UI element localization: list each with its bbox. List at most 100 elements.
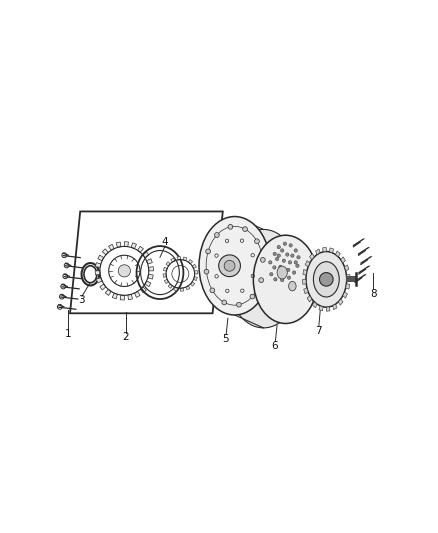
Polygon shape xyxy=(148,274,153,279)
Polygon shape xyxy=(315,249,320,255)
Polygon shape xyxy=(303,270,307,275)
Polygon shape xyxy=(112,293,117,299)
Text: 1: 1 xyxy=(64,329,71,340)
Polygon shape xyxy=(346,274,350,279)
Circle shape xyxy=(294,249,297,252)
Polygon shape xyxy=(343,292,347,298)
Text: 3: 3 xyxy=(78,295,85,305)
Circle shape xyxy=(268,261,272,264)
Polygon shape xyxy=(177,256,180,260)
Polygon shape xyxy=(323,247,326,252)
Circle shape xyxy=(273,266,276,269)
Polygon shape xyxy=(326,307,330,311)
Circle shape xyxy=(204,269,209,274)
Polygon shape xyxy=(163,267,167,271)
Polygon shape xyxy=(329,248,334,253)
Circle shape xyxy=(283,242,286,245)
Polygon shape xyxy=(338,299,343,305)
Polygon shape xyxy=(183,257,187,261)
Polygon shape xyxy=(134,292,140,297)
Polygon shape xyxy=(140,287,146,293)
Polygon shape xyxy=(332,304,337,310)
Polygon shape xyxy=(344,265,349,271)
Ellipse shape xyxy=(306,252,347,307)
Polygon shape xyxy=(192,264,196,269)
Circle shape xyxy=(261,257,265,262)
Polygon shape xyxy=(194,271,198,274)
Circle shape xyxy=(270,272,273,276)
Circle shape xyxy=(210,288,215,293)
Circle shape xyxy=(243,227,247,231)
Circle shape xyxy=(228,224,233,229)
Polygon shape xyxy=(124,241,128,247)
Polygon shape xyxy=(168,284,173,288)
Polygon shape xyxy=(163,274,166,277)
Polygon shape xyxy=(102,249,108,255)
Text: 5: 5 xyxy=(223,334,229,344)
Ellipse shape xyxy=(314,262,339,297)
Circle shape xyxy=(291,254,294,257)
Text: 4: 4 xyxy=(162,237,168,247)
Polygon shape xyxy=(303,279,306,284)
Ellipse shape xyxy=(253,235,318,324)
Polygon shape xyxy=(166,262,170,266)
Circle shape xyxy=(289,244,292,247)
Circle shape xyxy=(224,260,235,271)
Polygon shape xyxy=(310,254,314,260)
Circle shape xyxy=(237,302,241,307)
Circle shape xyxy=(259,278,264,282)
Polygon shape xyxy=(319,306,323,311)
Polygon shape xyxy=(312,302,317,308)
Polygon shape xyxy=(143,252,149,257)
Text: 6: 6 xyxy=(272,341,279,351)
Circle shape xyxy=(294,261,297,264)
Polygon shape xyxy=(346,284,350,289)
Polygon shape xyxy=(120,295,124,300)
Polygon shape xyxy=(131,243,137,248)
Polygon shape xyxy=(336,251,340,257)
Circle shape xyxy=(277,254,280,257)
Circle shape xyxy=(296,264,299,268)
Polygon shape xyxy=(164,279,169,284)
Ellipse shape xyxy=(289,281,296,291)
Polygon shape xyxy=(95,263,101,268)
Circle shape xyxy=(273,252,276,256)
Circle shape xyxy=(250,294,255,299)
Circle shape xyxy=(219,255,240,277)
Polygon shape xyxy=(145,281,151,287)
Polygon shape xyxy=(304,288,308,294)
Polygon shape xyxy=(109,244,114,251)
Ellipse shape xyxy=(277,266,287,279)
Circle shape xyxy=(277,245,280,249)
Text: 7: 7 xyxy=(315,326,322,336)
Circle shape xyxy=(320,272,333,286)
Polygon shape xyxy=(188,260,193,264)
Polygon shape xyxy=(105,289,111,295)
Circle shape xyxy=(118,265,131,277)
Circle shape xyxy=(287,276,291,279)
Ellipse shape xyxy=(228,229,299,328)
Ellipse shape xyxy=(199,216,270,315)
Circle shape xyxy=(280,278,284,282)
Circle shape xyxy=(280,249,284,252)
Polygon shape xyxy=(100,284,106,290)
Polygon shape xyxy=(186,286,190,290)
Polygon shape xyxy=(138,246,144,253)
Polygon shape xyxy=(171,258,175,262)
Polygon shape xyxy=(95,271,100,275)
Text: 2: 2 xyxy=(123,333,129,342)
Polygon shape xyxy=(98,255,104,261)
Circle shape xyxy=(274,278,277,281)
Polygon shape xyxy=(191,282,195,286)
Polygon shape xyxy=(147,259,152,264)
Polygon shape xyxy=(96,278,102,283)
Polygon shape xyxy=(174,287,177,291)
Circle shape xyxy=(292,271,296,274)
Polygon shape xyxy=(341,257,346,263)
Circle shape xyxy=(286,253,289,256)
Circle shape xyxy=(297,256,300,259)
Circle shape xyxy=(288,261,292,264)
Circle shape xyxy=(222,300,226,305)
Polygon shape xyxy=(305,261,310,266)
Polygon shape xyxy=(128,294,133,300)
